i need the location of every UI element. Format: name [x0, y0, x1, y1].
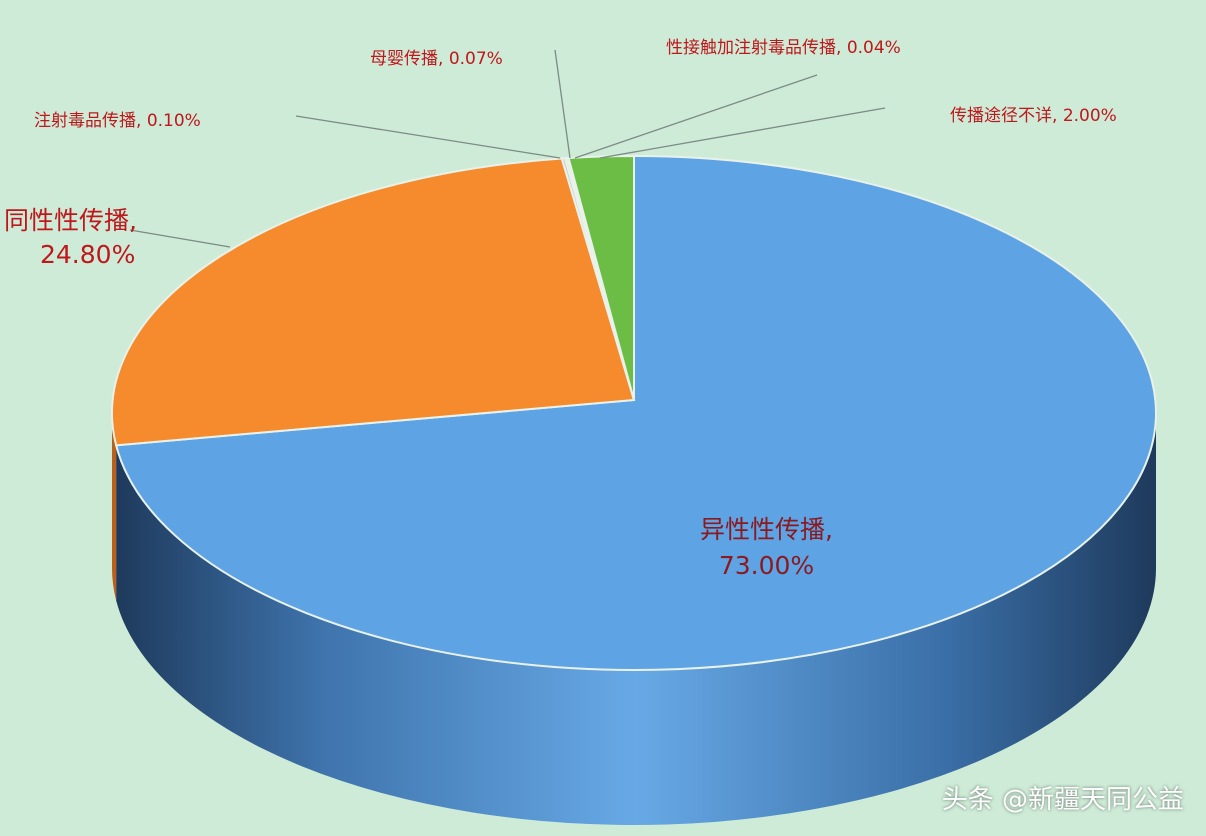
label-name: 传播途径不详 [950, 106, 1052, 126]
label-name: 注射毒品传播 [34, 111, 136, 131]
slice-label-sex-and-injection: 性接触加注射毒品传播, 0.04% [666, 38, 901, 58]
slice-side [112, 413, 117, 601]
slice-label-heterosexual: 异性性传播, 73.00% [700, 515, 833, 580]
label-name: 同性性传播 [4, 206, 130, 235]
label-value: 2.00% [1062, 106, 1117, 126]
leader-line [554, 49, 571, 159]
label-value: 24.80% [40, 240, 136, 269]
slice-side [116, 413, 1156, 825]
pie-slice [567, 154, 635, 401]
watermark: 头条 @新疆天同公益 [941, 785, 1184, 815]
label-name: 母婴传播 [370, 49, 438, 69]
label-value: 0.07% [448, 49, 503, 69]
leader-line [599, 107, 886, 159]
pie-slice [114, 154, 1157, 671]
label-name: 性接触加注射毒品传播 [666, 38, 836, 58]
slice-label-unknown: 传播途径不详, 2.00% [950, 106, 1117, 126]
leader-line [574, 74, 818, 159]
label-value: 0.10% [146, 111, 201, 131]
slice-label-mother-infant: 母婴传播, 0.07% [370, 49, 503, 69]
slice-label-homosexual: 同性性传播, 24.80% [4, 206, 137, 269]
label-value: 0.04% [846, 38, 901, 58]
pie-slice [111, 157, 636, 447]
slice-label-injection: 注射毒品传播, 0.10% [34, 111, 201, 131]
label-name: 异性性传播 [700, 515, 826, 544]
label-value: 73.00% [718, 551, 815, 580]
leader-line [295, 115, 561, 159]
leader-line [129, 229, 231, 248]
